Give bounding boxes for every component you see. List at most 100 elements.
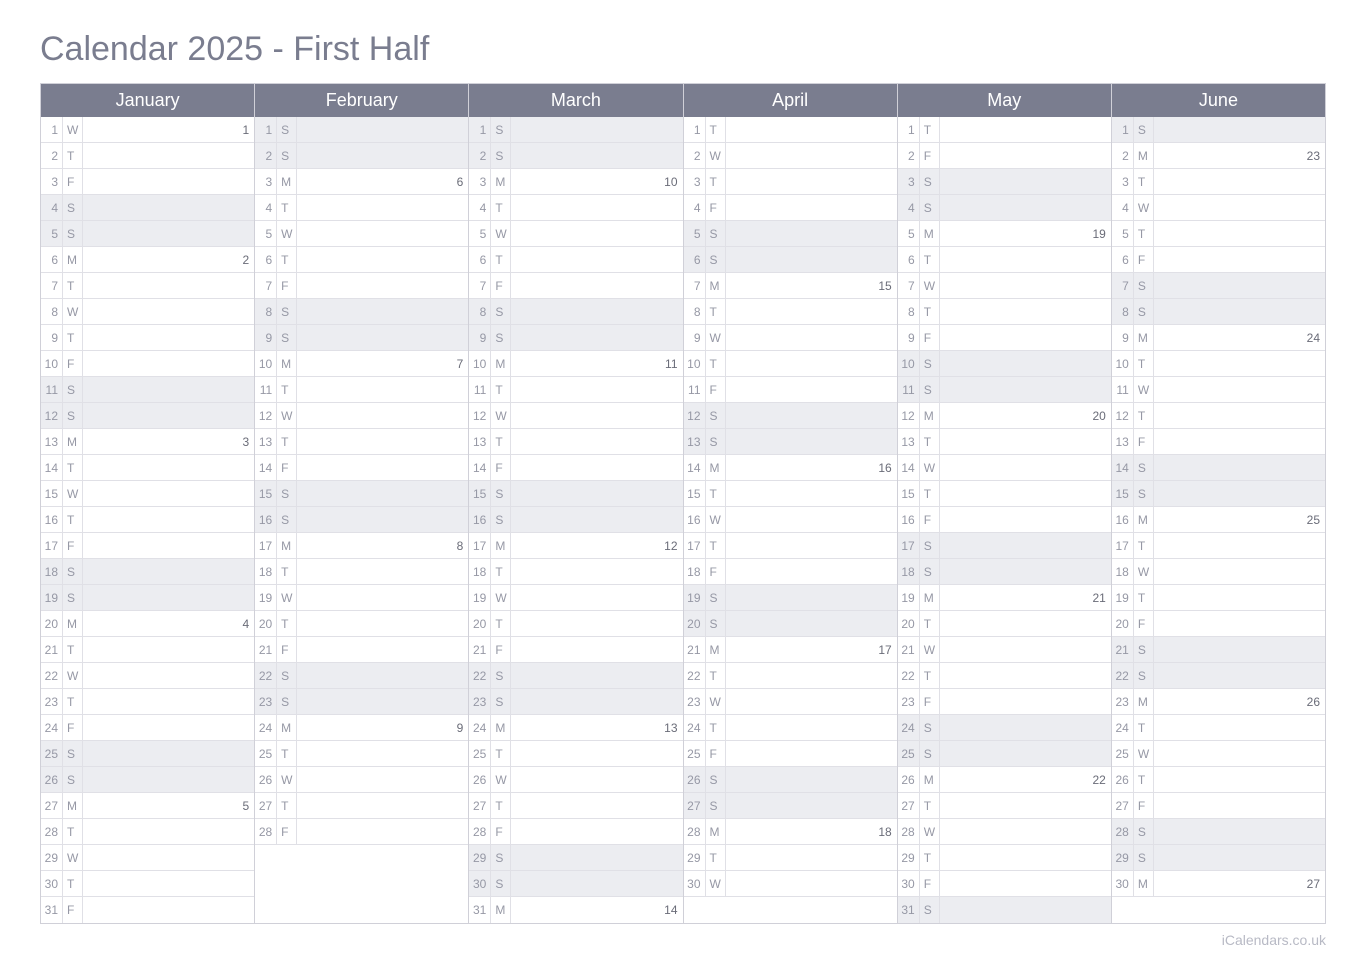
day-number: 3 bbox=[469, 169, 491, 194]
day-note bbox=[726, 715, 897, 740]
day-row: 17M8 bbox=[255, 533, 468, 559]
day-note bbox=[83, 741, 254, 766]
day-weekday: F bbox=[277, 273, 297, 298]
day-row: 31F bbox=[41, 897, 254, 923]
day-note bbox=[1154, 637, 1325, 662]
day-number: 21 bbox=[898, 637, 920, 662]
day-note bbox=[297, 247, 468, 272]
day-number: 18 bbox=[1112, 559, 1134, 584]
day-row: 1W1 bbox=[41, 117, 254, 143]
day-number: 8 bbox=[255, 299, 277, 324]
day-note bbox=[940, 897, 1111, 923]
day-row: 10S bbox=[898, 351, 1111, 377]
day-note: 18 bbox=[726, 819, 897, 844]
day-note bbox=[726, 143, 897, 168]
day-weekday: T bbox=[920, 299, 940, 324]
day-number: 11 bbox=[898, 377, 920, 402]
day-note bbox=[940, 429, 1111, 454]
day-number: 30 bbox=[898, 871, 920, 896]
day-row: 8T bbox=[684, 299, 897, 325]
day-number: 9 bbox=[1112, 325, 1134, 350]
day-note: 4 bbox=[83, 611, 254, 636]
day-row: 21W bbox=[898, 637, 1111, 663]
day-number: 29 bbox=[1112, 845, 1134, 870]
day-weekday: F bbox=[63, 169, 83, 194]
empty-row bbox=[1112, 897, 1325, 923]
day-note bbox=[940, 559, 1111, 584]
day-number: 8 bbox=[41, 299, 63, 324]
day-note bbox=[83, 195, 254, 220]
day-row: 19S bbox=[684, 585, 897, 611]
day-weekday: F bbox=[277, 637, 297, 662]
day-number: 22 bbox=[1112, 663, 1134, 688]
day-number: 18 bbox=[684, 559, 706, 584]
day-row: 16S bbox=[469, 507, 682, 533]
day-number: 31 bbox=[41, 897, 63, 923]
day-weekday: M bbox=[63, 247, 83, 272]
day-row: 20M4 bbox=[41, 611, 254, 637]
day-note bbox=[940, 195, 1111, 220]
day-row: 29T bbox=[684, 845, 897, 871]
day-row: 30S bbox=[469, 871, 682, 897]
day-number: 7 bbox=[684, 273, 706, 298]
day-note bbox=[511, 247, 682, 272]
day-weekday: W bbox=[920, 819, 940, 844]
day-note bbox=[940, 793, 1111, 818]
day-note: 16 bbox=[726, 455, 897, 480]
day-number: 30 bbox=[41, 871, 63, 896]
day-weekday: T bbox=[277, 429, 297, 454]
day-note bbox=[726, 663, 897, 688]
day-note bbox=[1154, 117, 1325, 142]
day-number: 22 bbox=[684, 663, 706, 688]
day-number: 21 bbox=[255, 637, 277, 662]
day-row: 6T bbox=[255, 247, 468, 273]
day-weekday: S bbox=[1134, 845, 1154, 870]
footer-credit: iCalendars.co.uk bbox=[40, 932, 1326, 948]
day-row: 30M27 bbox=[1112, 871, 1325, 897]
day-number: 6 bbox=[684, 247, 706, 272]
day-number: 27 bbox=[1112, 793, 1134, 818]
day-number: 25 bbox=[684, 741, 706, 766]
day-number: 24 bbox=[684, 715, 706, 740]
day-weekday: W bbox=[63, 663, 83, 688]
day-number: 5 bbox=[41, 221, 63, 246]
day-number: 20 bbox=[1112, 611, 1134, 636]
day-weekday: W bbox=[277, 403, 297, 428]
day-note bbox=[1154, 845, 1325, 870]
day-weekday: M bbox=[277, 351, 297, 376]
day-number: 14 bbox=[469, 455, 491, 480]
day-row: 5M19 bbox=[898, 221, 1111, 247]
day-row: 21M17 bbox=[684, 637, 897, 663]
day-number: 7 bbox=[255, 273, 277, 298]
day-weekday: T bbox=[920, 247, 940, 272]
day-note bbox=[726, 351, 897, 376]
day-row: 10M7 bbox=[255, 351, 468, 377]
day-row: 17S bbox=[898, 533, 1111, 559]
day-note bbox=[940, 351, 1111, 376]
day-row: 22W bbox=[41, 663, 254, 689]
day-number: 6 bbox=[255, 247, 277, 272]
day-note bbox=[511, 221, 682, 246]
day-weekday: T bbox=[706, 117, 726, 142]
day-row: 14M16 bbox=[684, 455, 897, 481]
day-weekday: M bbox=[920, 403, 940, 428]
day-note bbox=[297, 481, 468, 506]
day-weekday: S bbox=[1134, 273, 1154, 298]
day-note bbox=[1154, 377, 1325, 402]
day-note: 15 bbox=[726, 273, 897, 298]
day-weekday: T bbox=[63, 637, 83, 662]
day-row: 26T bbox=[1112, 767, 1325, 793]
day-weekday: T bbox=[63, 507, 83, 532]
day-note bbox=[83, 663, 254, 688]
day-note bbox=[940, 819, 1111, 844]
day-note bbox=[1154, 741, 1325, 766]
day-weekday: T bbox=[491, 429, 511, 454]
day-note bbox=[940, 741, 1111, 766]
day-number: 1 bbox=[469, 117, 491, 142]
day-note: 2 bbox=[83, 247, 254, 272]
day-note bbox=[511, 481, 682, 506]
day-row: 30T bbox=[41, 871, 254, 897]
day-note bbox=[297, 429, 468, 454]
day-number: 4 bbox=[684, 195, 706, 220]
day-weekday: F bbox=[1134, 611, 1154, 636]
